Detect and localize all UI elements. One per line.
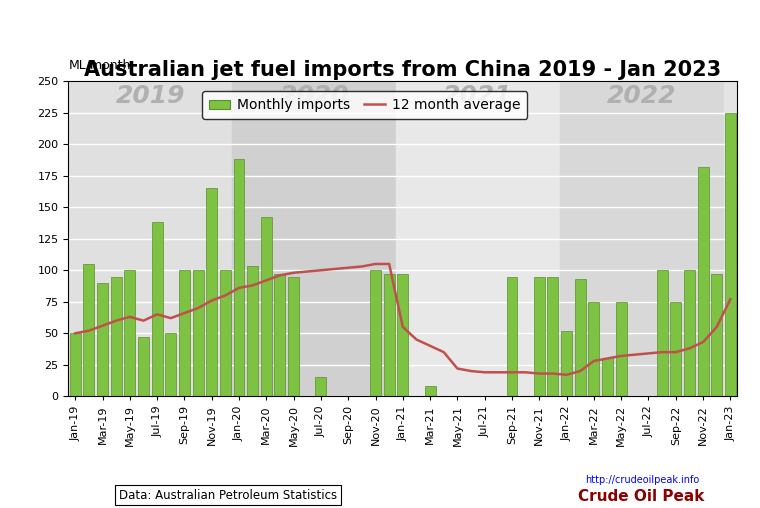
Bar [125,270,135,396]
Bar [684,270,695,396]
Bar [70,333,81,396]
Text: Data: Australian Petroleum Statistics: Data: Australian Petroleum Statistics [119,489,337,502]
Bar [274,274,286,396]
Bar [575,279,586,396]
Text: 2019: 2019 [116,84,185,108]
Bar [370,270,381,396]
Text: http://crudeoilpeak.info: http://crudeoilpeak.info [585,475,699,485]
Bar [602,359,613,396]
Bar [192,270,204,396]
Bar [698,167,708,396]
Bar [247,267,258,396]
Bar [261,217,272,396]
Text: 2021: 2021 [443,84,512,108]
Bar [561,331,572,396]
Bar [68,81,233,396]
Text: 2022: 2022 [607,84,676,108]
Bar [534,276,545,396]
Bar [560,81,724,396]
Bar [220,270,231,396]
Legend: Monthly imports, 12 month average: Monthly imports, 12 month average [202,91,527,119]
Bar [233,81,396,396]
Bar [384,274,394,396]
Bar [111,276,122,396]
Bar [315,377,326,396]
Bar [166,333,176,396]
Bar [84,264,94,396]
Bar [396,81,560,396]
Bar [179,270,190,396]
Bar [288,276,299,396]
Bar [506,276,518,396]
Bar [233,160,245,396]
Bar [425,386,435,396]
Text: ML/month: ML/month [68,58,131,71]
Title: Australian jet fuel imports from China 2019 - Jan 2023: Australian jet fuel imports from China 2… [84,60,721,80]
Bar [397,274,408,396]
Bar [152,223,163,396]
Bar [657,270,667,396]
Bar [725,113,736,396]
Bar [138,337,149,396]
Bar [97,283,108,396]
Bar [711,274,722,396]
Bar [616,302,627,396]
Bar [670,302,681,396]
Bar [206,188,217,396]
Text: Crude Oil Peak: Crude Oil Peak [578,489,704,504]
Bar [547,276,559,396]
Bar [588,302,600,396]
Text: 2020: 2020 [280,84,349,108]
Bar [724,81,737,396]
